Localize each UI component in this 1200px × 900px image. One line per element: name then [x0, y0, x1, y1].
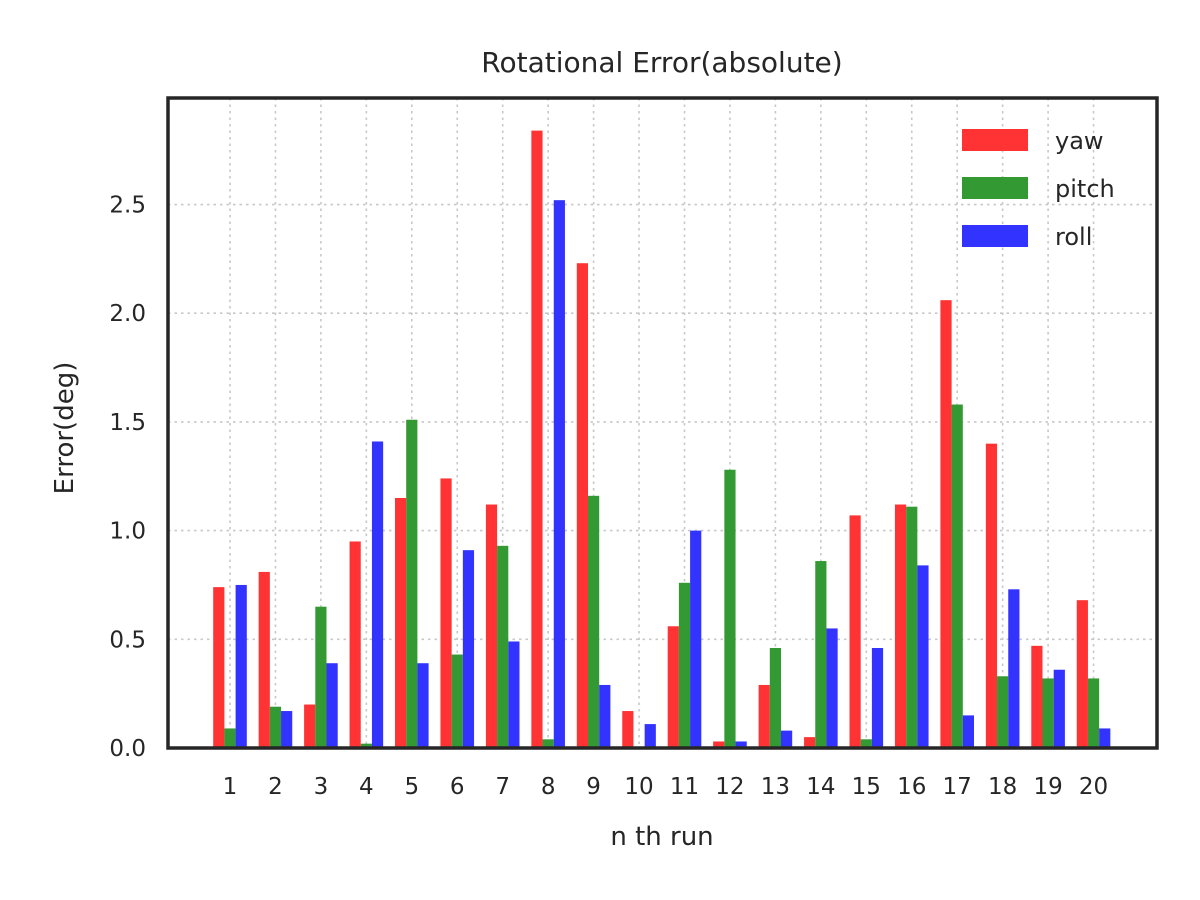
legend-label-pitch: pitch: [1055, 175, 1115, 203]
plot-frame: [166, 96, 1159, 750]
y-axis-label: Error(deg): [50, 362, 80, 495]
legend: yaw pitch roll: [962, 127, 1115, 251]
bar-yaw: [940, 300, 952, 748]
x-tick-label: 16: [897, 774, 926, 800]
y-tick-label: 1.5: [109, 410, 146, 436]
bar-yaw: [304, 704, 316, 748]
bar-pitch: [815, 561, 827, 748]
x-tick-label: 18: [988, 774, 1017, 800]
bar-roll: [235, 584, 247, 748]
chart-title: Rotational Error(absolute): [481, 46, 842, 79]
legend-swatch-yaw: [962, 129, 1028, 151]
legend-label-yaw: yaw: [1055, 127, 1104, 155]
bar-pitch: [315, 606, 327, 748]
bar-pitch: [1042, 678, 1054, 748]
bar-pitch: [769, 648, 781, 748]
bar-yaw: [849, 515, 861, 748]
bar-yaw: [758, 684, 770, 748]
bar-yaw: [258, 571, 270, 748]
x-tick-label: 3: [314, 774, 329, 800]
bar-roll: [826, 628, 838, 748]
x-tick-label: 20: [1079, 774, 1108, 800]
bar-pitch: [269, 706, 282, 748]
bar-pitch: [497, 545, 509, 748]
legend-label-roll: roll: [1055, 223, 1092, 251]
bar-roll: [371, 441, 384, 748]
x-axis-label: n th run: [610, 822, 713, 852]
bar-roll: [1008, 589, 1020, 748]
bar-pitch: [678, 582, 691, 748]
bar-roll: [553, 200, 565, 748]
bar-pitch: [951, 404, 963, 748]
bar-roll: [781, 730, 793, 748]
bar-pitch: [224, 728, 236, 748]
bar-pitch: [451, 654, 463, 748]
tick-labels: 1 2 3 4 5 6 7 8 9 10 11 12 13 14 15 16 17 18 19 200.00.51.0…: [109, 193, 1108, 800]
x-tick-label: 13: [761, 774, 790, 800]
bar-yaw: [349, 541, 361, 748]
x-tick-label: 7: [495, 774, 510, 800]
y-tick-label: 2.0: [109, 301, 146, 327]
bar-pitch: [1087, 678, 1100, 748]
bar-pitch: [997, 676, 1009, 748]
bar-pitch: [360, 743, 372, 748]
bar-roll: [508, 641, 520, 748]
y-tick-label: 0.0: [109, 736, 146, 762]
x-tick-label: 1: [223, 774, 238, 800]
bar-pitch: [906, 506, 918, 748]
x-tick-label: 14: [806, 774, 835, 800]
bar-pitch: [860, 739, 872, 748]
bar-roll: [417, 663, 429, 748]
bar-yaw: [440, 478, 452, 748]
bar-yaw: [576, 263, 588, 748]
x-tick-label: 4: [359, 774, 374, 800]
bar-roll: [962, 715, 974, 748]
bar-yaw: [667, 626, 679, 748]
bar-pitch: [406, 419, 418, 748]
bar-roll: [281, 711, 293, 748]
bar-yaw: [985, 443, 998, 748]
x-tick-label: 11: [670, 774, 699, 800]
bar-roll: [1053, 669, 1065, 748]
bar-roll: [871, 648, 884, 748]
bar-yaw: [804, 737, 816, 748]
bar-roll: [1099, 728, 1111, 748]
x-tick-label: 12: [715, 774, 744, 800]
x-tick-label: 15: [852, 774, 881, 800]
bar-yaw: [1031, 645, 1043, 748]
bar-yaw: [213, 587, 225, 748]
bar-roll: [599, 684, 611, 748]
x-tick-label: 2: [268, 774, 283, 800]
bar-yaw: [1076, 600, 1088, 748]
legend-swatch-roll: [962, 225, 1028, 247]
bar-roll: [644, 724, 656, 748]
x-tick-label: 17: [943, 774, 972, 800]
x-tick-label: 8: [541, 774, 556, 800]
x-tick-label: 6: [450, 774, 465, 800]
x-tick-label: 9: [586, 774, 601, 800]
bar-roll: [690, 530, 702, 748]
legend-swatch-pitch: [962, 177, 1028, 199]
bar-yaw: [395, 498, 407, 748]
bar-yaw: [485, 504, 498, 748]
x-tick-label: 19: [1033, 774, 1062, 800]
bar-yaw: [531, 130, 543, 748]
bar-roll: [917, 565, 929, 748]
bar-roll: [735, 741, 747, 748]
y-tick-label: 2.5: [109, 193, 146, 219]
y-tick-label: 0.5: [109, 627, 146, 653]
bar-roll: [462, 550, 475, 748]
bar-yaw: [894, 504, 907, 748]
y-tick-label: 1.0: [109, 519, 146, 545]
bars: [213, 130, 1111, 748]
bar-roll: [326, 663, 338, 748]
bar-pitch: [724, 469, 736, 748]
bar-yaw: [622, 711, 634, 748]
bar-yaw: [713, 741, 725, 748]
bar-pitch: [588, 495, 600, 748]
x-tick-label: 10: [624, 774, 653, 800]
x-tick-label: 5: [404, 774, 419, 800]
bar-pitch: [542, 739, 554, 748]
